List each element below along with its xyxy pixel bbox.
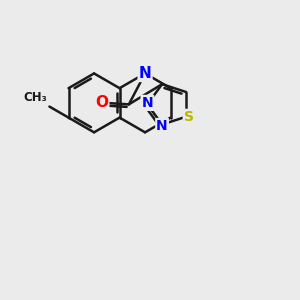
Text: N: N: [142, 96, 153, 110]
Text: O: O: [95, 95, 108, 110]
Text: CH₃: CH₃: [23, 91, 47, 104]
Text: S: S: [184, 110, 194, 124]
Text: N: N: [139, 66, 152, 81]
Text: N: N: [156, 119, 168, 133]
